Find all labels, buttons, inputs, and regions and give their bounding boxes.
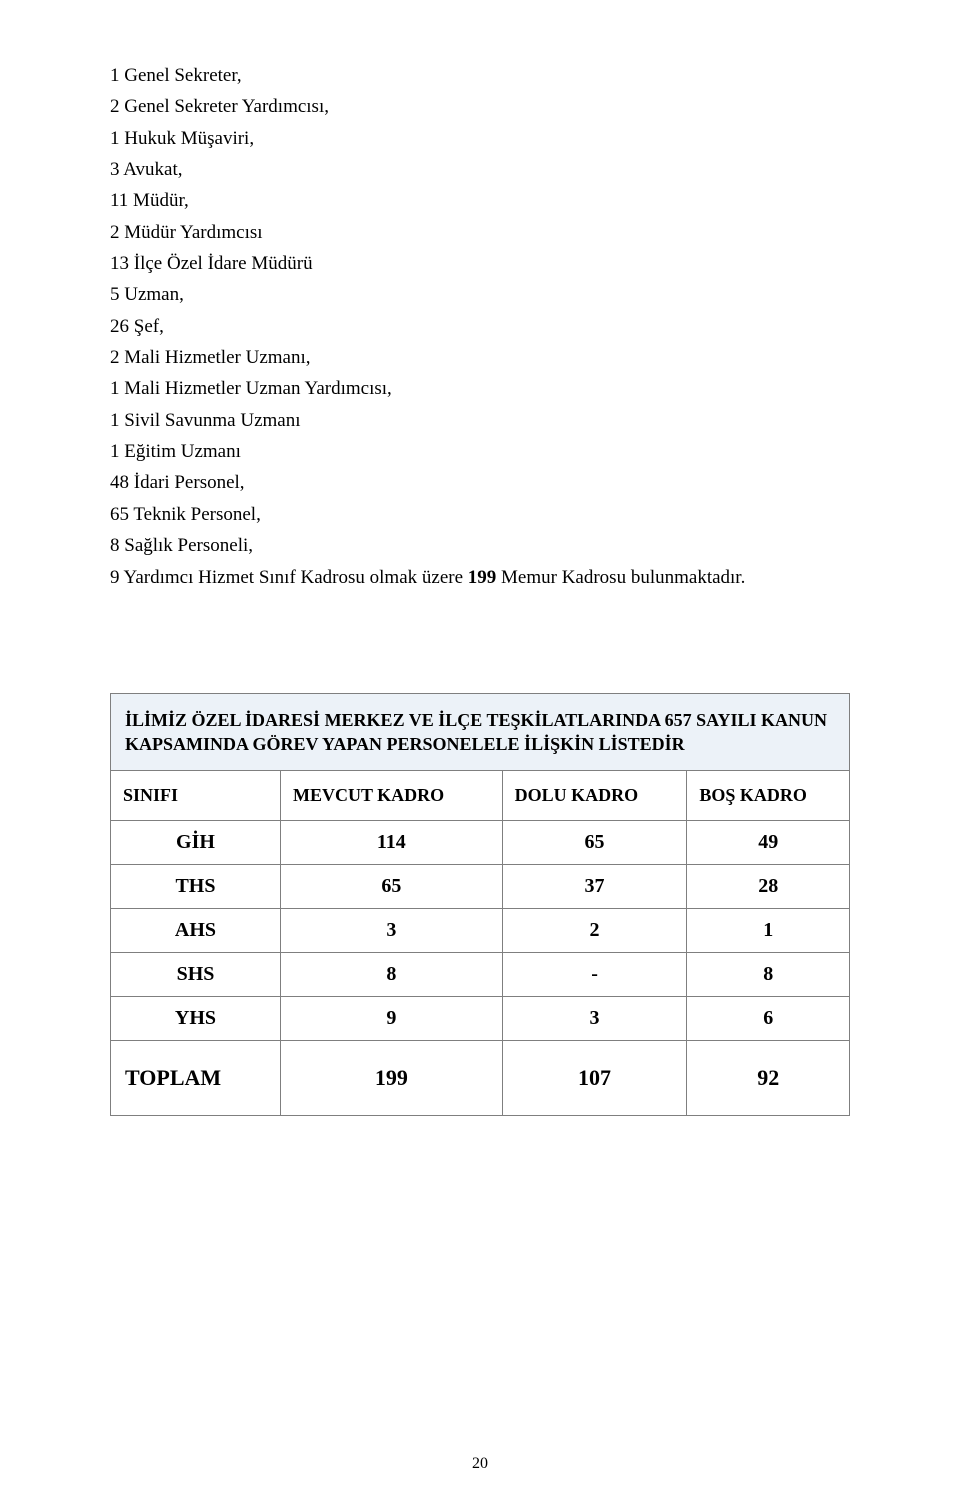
body-line: 1 Genel Sekreter,: [110, 60, 850, 91]
cell-mevcut: 9: [280, 997, 502, 1041]
table-row: YHS 9 3 6: [111, 997, 850, 1041]
col-header-bos: BOŞ KADRO: [687, 771, 850, 821]
table-row: GİH 114 65 49: [111, 821, 850, 865]
cell-bos: 1: [687, 909, 850, 953]
cell-mevcut: 114: [280, 821, 502, 865]
cell-sinifi: SHS: [111, 953, 281, 997]
body-line: 3 Avukat,: [110, 154, 850, 185]
cell-mevcut: 8: [280, 953, 502, 997]
body-text-block: 1 Genel Sekreter, 2 Genel Sekreter Yardı…: [110, 60, 850, 593]
total-mevcut: 199: [280, 1041, 502, 1116]
cell-dolu: 37: [502, 865, 687, 909]
table-row: SHS 8 - 8: [111, 953, 850, 997]
body-line: 48 İdari Personel,: [110, 467, 850, 498]
body-final-suffix: Memur Kadrosu bulunmaktadır.: [496, 567, 745, 588]
cell-sinifi: THS: [111, 865, 281, 909]
cell-bos: 6: [687, 997, 850, 1041]
total-bos: 92: [687, 1041, 850, 1116]
document-page: 1 Genel Sekreter, 2 Genel Sekreter Yardı…: [0, 0, 960, 1503]
cell-bos: 28: [687, 865, 850, 909]
body-line: 1 Eğitim Uzmanı: [110, 436, 850, 467]
body-line: 26 Şef,: [110, 311, 850, 342]
cell-sinifi: GİH: [111, 821, 281, 865]
table-header-row: SINIFI MEVCUT KADRO DOLU KADRO BOŞ KADRO: [111, 771, 850, 821]
body-line: 2 Müdür Yardımcısı: [110, 217, 850, 248]
table-row: AHS 3 2 1: [111, 909, 850, 953]
cell-dolu: 3: [502, 997, 687, 1041]
table-title-cell: İLİMİZ ÖZEL İDARESİ MERKEZ VE İLÇE TEŞKİ…: [111, 693, 850, 771]
body-line: 65 Teknik Personel,: [110, 499, 850, 530]
cell-mevcut: 3: [280, 909, 502, 953]
cell-dolu: -: [502, 953, 687, 997]
body-line: 1 Hukuk Müşaviri,: [110, 123, 850, 154]
body-final-line: 9 Yardımcı Hizmet Sınıf Kadrosu olmak üz…: [110, 562, 850, 593]
cell-sinifi: YHS: [111, 997, 281, 1041]
table-row: THS 65 37 28: [111, 865, 850, 909]
cell-dolu: 65: [502, 821, 687, 865]
table-title-row: İLİMİZ ÖZEL İDARESİ MERKEZ VE İLÇE TEŞKİ…: [111, 693, 850, 771]
body-line: 1 Sivil Savunma Uzmanı: [110, 405, 850, 436]
cell-dolu: 2: [502, 909, 687, 953]
personnel-table: İLİMİZ ÖZEL İDARESİ MERKEZ VE İLÇE TEŞKİ…: [110, 693, 850, 1117]
cell-sinifi: AHS: [111, 909, 281, 953]
body-line: 1 Mali Hizmetler Uzman Yardımcısı,: [110, 373, 850, 404]
body-line: 2 Genel Sekreter Yardımcısı,: [110, 91, 850, 122]
page-number: 20: [0, 1455, 960, 1473]
col-header-dolu: DOLU KADRO: [502, 771, 687, 821]
col-header-mevcut: MEVCUT KADRO: [280, 771, 502, 821]
total-label: TOPLAM: [111, 1041, 281, 1116]
cell-bos: 8: [687, 953, 850, 997]
table-total-row: TOPLAM 199 107 92: [111, 1041, 850, 1116]
cell-bos: 49: [687, 821, 850, 865]
personnel-table-wrap: İLİMİZ ÖZEL İDARESİ MERKEZ VE İLÇE TEŞKİ…: [110, 693, 850, 1117]
total-dolu: 107: [502, 1041, 687, 1116]
body-final-bold: 199: [468, 567, 497, 588]
body-line: 11 Müdür,: [110, 185, 850, 216]
body-final-prefix: 9 Yardımcı Hizmet Sınıf Kadrosu olmak üz…: [110, 567, 468, 588]
body-line: 13 İlçe Özel İdare Müdürü: [110, 248, 850, 279]
body-line: 5 Uzman,: [110, 279, 850, 310]
cell-mevcut: 65: [280, 865, 502, 909]
body-line: 2 Mali Hizmetler Uzmanı,: [110, 342, 850, 373]
col-header-sinifi: SINIFI: [111, 771, 281, 821]
body-line: 8 Sağlık Personeli,: [110, 530, 850, 561]
